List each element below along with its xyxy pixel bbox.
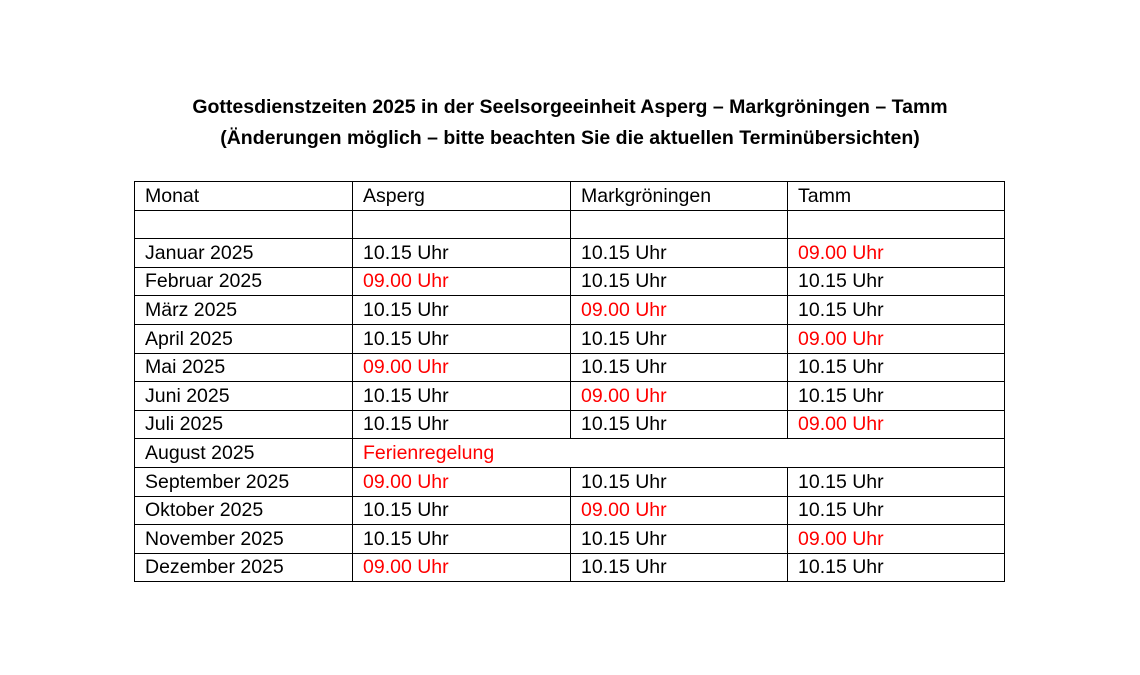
table-row: Mai 2025 09.00 Uhr 10.15 Uhr 10.15 Uhr — [134, 352, 1005, 383]
time-cell: 10.15 Uhr — [570, 524, 788, 554]
table-row: November 2025 10.15 Uhr 10.15 Uhr 09.00 Uhr — [134, 524, 1005, 554]
empty-row — [134, 209, 1005, 240]
time-cell: 10.15 Uhr — [570, 323, 788, 354]
time-cell: 10.15 Uhr — [570, 409, 788, 440]
time-cell: 10.15 Uhr — [570, 466, 788, 497]
table-row: Februar 2025 09.00 Uhr 10.15 Uhr 10.15 Uhr — [134, 266, 1005, 297]
time-cell: 10.15 Uhr — [352, 409, 571, 440]
month-cell: Februar 2025 — [134, 266, 353, 297]
table-row: Dezember 2025 09.00 Uhr 10.15 Uhr 10.15 Uhr — [134, 552, 1005, 583]
empty-cell — [787, 209, 1005, 240]
time-cell: 09.00 Uhr — [352, 552, 571, 583]
month-cell: Oktober 2025 — [134, 495, 353, 526]
header-cell: Markgröningen — [570, 181, 788, 211]
table-row: Juni 2025 10.15 Uhr 09.00 Uhr 10.15 Uhr — [134, 381, 1005, 411]
table-row: September 2025 09.00 Uhr 10.15 Uhr 10.15 Uh… — [134, 466, 1005, 497]
time-cell: 09.00 Uhr — [352, 266, 571, 297]
time-cell: 10.15 Uhr — [352, 495, 571, 526]
header-cell: Monat — [134, 181, 353, 211]
table-row: Juli 2025 10.15 Uhr 10.15 Uhr 09.00 Uhr — [134, 409, 1005, 440]
empty-cell — [352, 209, 571, 240]
time-cell: 10.15 Uhr — [570, 552, 788, 583]
month-cell: Januar 2025 — [134, 238, 353, 268]
month-cell: August 2025 — [134, 438, 353, 468]
month-cell: September 2025 — [134, 466, 353, 497]
time-cell: 10.15 Uhr — [787, 552, 1005, 583]
table-header-row: Monat Asperg Markgröningen Tamm — [134, 181, 1005, 211]
month-cell: November 2025 — [134, 524, 353, 554]
time-cell: 10.15 Uhr — [787, 381, 1005, 411]
time-cell: 10.15 Uhr — [352, 238, 571, 268]
month-cell: Juni 2025 — [134, 381, 353, 411]
title-line-2: (Änderungen möglich – bitte beachten Sie… — [220, 127, 920, 149]
time-cell: 10.15 Uhr — [570, 352, 788, 383]
table-row: Januar 2025 10.15 Uhr 10.15 Uhr 09.00 Uhr — [134, 238, 1005, 268]
header-cell: Asperg — [352, 181, 571, 211]
time-cell: 09.00 Uhr — [570, 295, 788, 325]
time-cell: 10.15 Uhr — [570, 266, 788, 297]
holiday-note-cell: Ferienregelung — [352, 438, 1005, 468]
table-row: April 2025 10.15 Uhr 10.15 Uhr 09.00 Uhr — [134, 323, 1005, 354]
table-row: Oktober 2025 10.15 Uhr 09.00 Uhr 10.15 Uhr — [134, 495, 1005, 526]
time-cell: 10.15 Uhr — [787, 466, 1005, 497]
time-cell: 09.00 Uhr — [570, 381, 788, 411]
document-title: Gottesdienstzeiten 2025 in der Seelsorge… — [0, 92, 1140, 154]
table-row: März 2025 10.15 Uhr 09.00 Uhr 10.15 Uhr — [134, 295, 1005, 325]
empty-cell — [570, 209, 788, 240]
service-times-table: Monat Asperg Markgröningen Tamm Januar 2… — [134, 181, 1005, 583]
time-cell: 10.15 Uhr — [352, 524, 571, 554]
time-cell: 10.15 Uhr — [787, 352, 1005, 383]
time-cell: 09.00 Uhr — [787, 238, 1005, 268]
empty-cell — [134, 209, 353, 240]
month-cell: April 2025 — [134, 323, 353, 354]
time-cell: 10.15 Uhr — [352, 381, 571, 411]
month-cell: Mai 2025 — [134, 352, 353, 383]
time-cell: 09.00 Uhr — [570, 495, 788, 526]
title-line-1: Gottesdienstzeiten 2025 in der Seelsorge… — [192, 96, 948, 118]
month-cell: Dezember 2025 — [134, 552, 353, 583]
time-cell: 09.00 Uhr — [352, 352, 571, 383]
time-cell: 09.00 Uhr — [352, 466, 571, 497]
month-cell: März 2025 — [134, 295, 353, 325]
header-cell: Tamm — [787, 181, 1005, 211]
time-cell: 10.15 Uhr — [787, 266, 1005, 297]
time-cell: 09.00 Uhr — [787, 323, 1005, 354]
time-cell: 09.00 Uhr — [787, 524, 1005, 554]
time-cell: 09.00 Uhr — [787, 409, 1005, 440]
time-cell: 10.15 Uhr — [787, 295, 1005, 325]
month-cell: Juli 2025 — [134, 409, 353, 440]
time-cell: 10.15 Uhr — [570, 238, 788, 268]
time-cell: 10.15 Uhr — [352, 323, 571, 354]
time-cell: 10.15 Uhr — [352, 295, 571, 325]
time-cell: 10.15 Uhr — [787, 495, 1005, 526]
table-row: August 2025 Ferienregelung — [134, 438, 1005, 468]
